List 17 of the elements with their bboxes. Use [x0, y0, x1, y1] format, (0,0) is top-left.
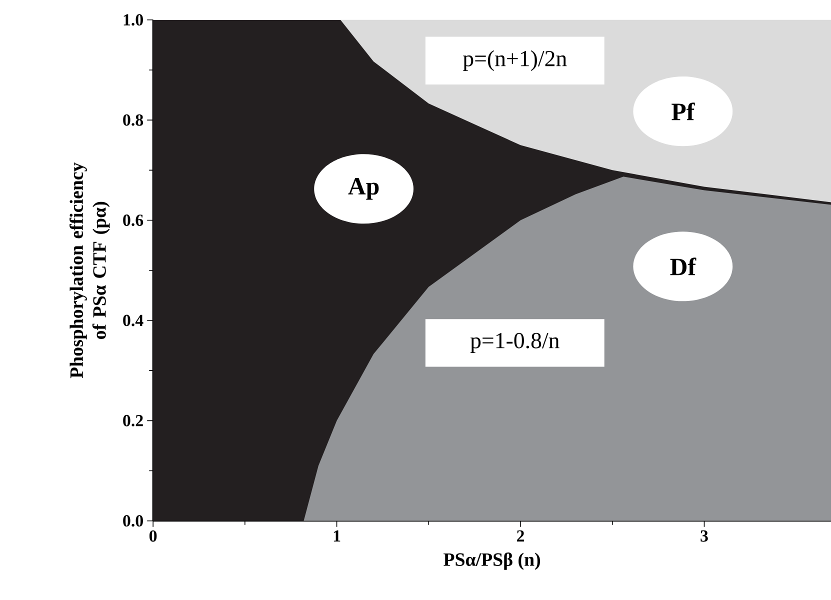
y-tick-label: 0.2 — [123, 414, 143, 426]
y-axis-title: Phosphorylation efficiency of PSα CTF (pα) — [70, 162, 110, 378]
y-tick-label: 0.6 — [123, 214, 144, 226]
annotation: Pf — [672, 102, 695, 120]
y-tick-label: 0.8 — [123, 114, 144, 126]
x-tick-label: 3 — [700, 530, 708, 542]
annotation: p=1-0.8/n — [470, 332, 560, 353]
annotation: p=(n+1)/2n — [463, 50, 567, 71]
x-axis-title: PSα/PSβ (n) — [444, 552, 540, 570]
x-tick-label: 2 — [517, 530, 524, 542]
x-tick-label: 0 — [149, 530, 157, 542]
annotation: Df — [670, 257, 696, 275]
x-tick-label: 1 — [334, 530, 340, 542]
annotation: Ap — [348, 178, 379, 200]
y-tick-label: 0.0 — [123, 514, 143, 526]
y-tick-label: 0.4 — [123, 314, 144, 326]
y-tick-label: 1.0 — [124, 14, 143, 26]
